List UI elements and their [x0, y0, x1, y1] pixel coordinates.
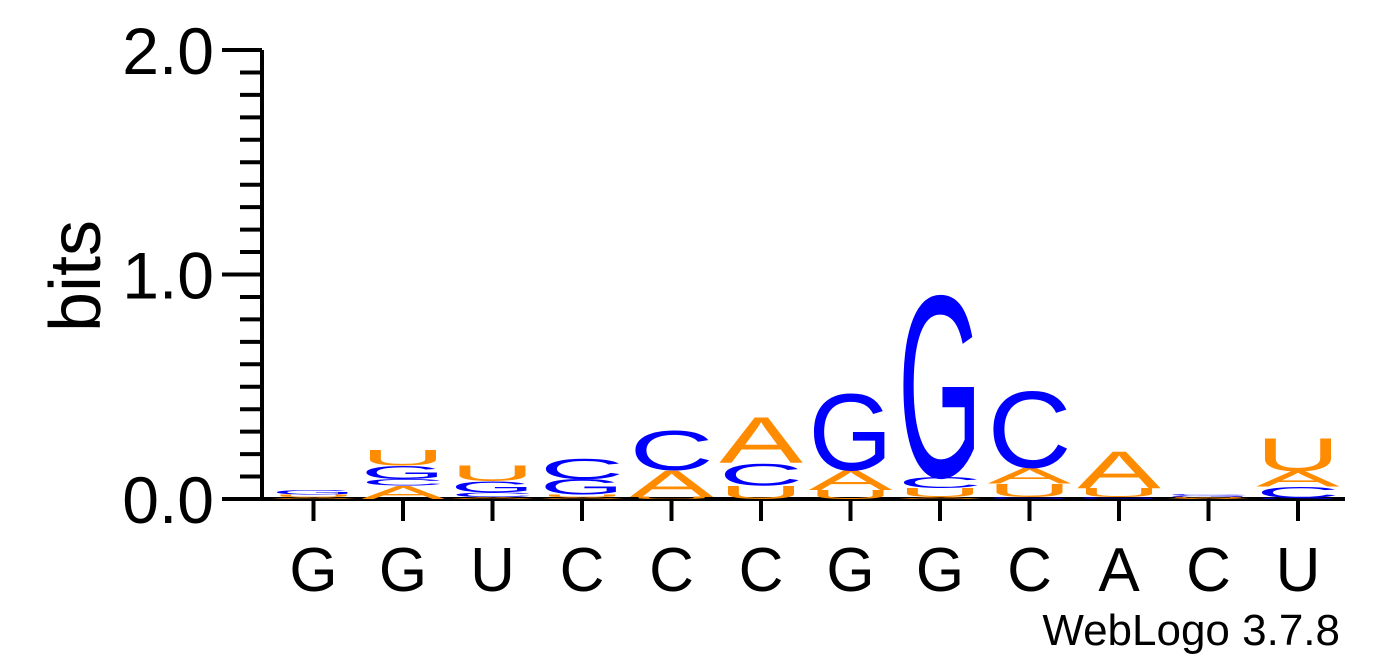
logo-letter-a: A [719, 404, 803, 478]
x-tick-label: C [1186, 536, 1231, 605]
x-tick-label: G [916, 536, 964, 605]
x-tick-label: G [826, 536, 874, 605]
logo-letter-c: C [540, 453, 624, 485]
axes: 0.01.02.0G G U C C C G G C A C U [122, 14, 1345, 605]
logo-letter-g: G [898, 243, 982, 533]
x-tick-label: U [470, 536, 515, 605]
logo-letter-u: U [1256, 429, 1340, 481]
logo-letter-a: A [1077, 440, 1162, 499]
x-tick-label: C [739, 536, 784, 605]
x-tick-label: C [1007, 536, 1052, 605]
x-tick-label: U [1276, 536, 1321, 605]
logo-letter-c: C [630, 419, 714, 482]
logo-letter-u: U [451, 461, 535, 486]
x-tick-label: G [289, 536, 337, 605]
y-tick-label: 1.0 [122, 239, 214, 313]
x-tick-label: A [1098, 536, 1140, 605]
x-tick-label: C [560, 536, 605, 605]
logo-letter-g: G [809, 371, 893, 494]
x-tick-label: C [649, 536, 694, 605]
logo-letter-c: C [1166, 494, 1250, 496]
logo-letter-u: U [361, 445, 445, 470]
logo-letter-g: G [272, 489, 356, 496]
logo-letter-c: C [988, 369, 1072, 491]
y-axis-label: bits [36, 220, 116, 332]
weblogo-credit: WebLogo 3.7.8 [1042, 606, 1340, 656]
x-tick-label: G [379, 536, 427, 605]
y-tick-label: 2.0 [122, 14, 214, 88]
y-tick-label: 0.0 [122, 463, 214, 537]
